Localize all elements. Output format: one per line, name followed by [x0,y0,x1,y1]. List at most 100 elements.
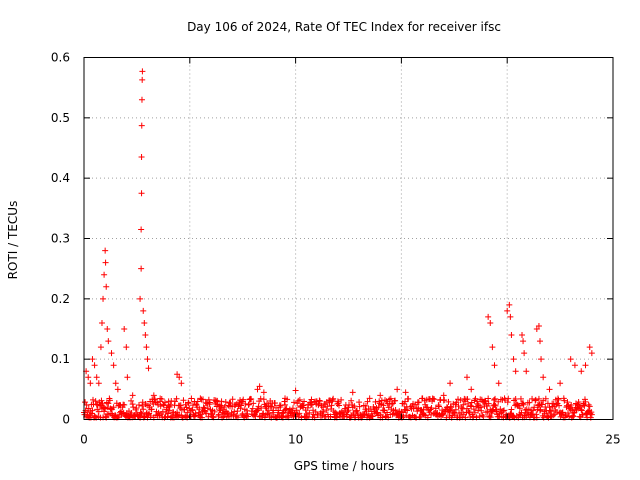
data-point [397,413,404,420]
data-point [380,402,387,409]
data-point [369,413,376,420]
data-point [532,396,539,403]
data-point [577,403,584,410]
data-point [100,295,107,302]
data-point [546,386,553,393]
data-point [553,401,560,408]
data-point [138,226,145,233]
data-point [582,362,589,369]
data-point [188,407,195,414]
data-point [92,398,99,405]
data-point [301,398,308,405]
data-point [206,399,213,406]
data-point [392,407,399,414]
data-point [245,401,252,408]
data-point [532,397,539,404]
data-point [557,380,564,387]
data-point [567,356,574,363]
data-point [260,389,267,396]
data-point [128,397,135,404]
data-point [176,374,183,381]
data-point [506,301,513,308]
data-point [306,409,313,416]
data-point [362,402,369,409]
chart-title: Day 106 of 2024, Rate Of TEC Index for r… [187,20,501,34]
data-point [334,401,341,408]
data-point [121,401,128,408]
y-axis-label: ROTI / TECUs [6,201,20,280]
data-point [307,401,314,408]
data-point [338,396,345,403]
data-point [491,362,498,369]
data-point [493,408,500,415]
data-point [205,396,212,403]
data-point [372,398,379,405]
data-point [471,409,478,416]
data-point [382,413,389,420]
data-point [467,402,474,409]
y-tick-label: 0.1 [51,352,70,366]
data-point [405,395,412,402]
data-point [161,399,168,406]
data-point [578,407,585,414]
data-point [508,332,515,339]
data-point [464,396,471,403]
data-point [387,395,394,402]
data-point [183,404,190,411]
data-point [97,344,104,351]
data-point [375,404,382,411]
data-point [292,387,299,394]
data-point [138,154,145,161]
data-point [520,338,527,345]
data-point [193,401,200,408]
data-point [427,406,434,413]
data-point [85,405,92,412]
data-point [328,402,335,409]
data-point [229,396,236,403]
data-point [85,374,92,381]
data-point [476,413,483,420]
data-point [345,407,352,414]
data-point [547,407,554,414]
data-point [121,326,128,332]
data-point [93,374,100,381]
data-point [218,398,225,405]
data-point [542,395,549,402]
data-point [588,409,595,416]
data-point [279,410,286,417]
data-point [259,413,266,420]
data-point [254,407,261,414]
data-point [523,368,530,375]
data-point [581,402,588,409]
data-point [557,413,564,420]
data-point [588,411,595,418]
data-point [104,326,111,332]
data-point [538,356,545,363]
data-point [493,406,500,413]
data-point [95,380,102,387]
data-point [432,405,439,412]
x-tick-label: 5 [186,433,194,447]
data-point [293,407,300,414]
data-point [529,395,536,402]
x-tick-label: 0 [80,433,88,447]
data-point [435,402,442,409]
data-point [564,399,571,406]
data-point [203,410,210,417]
data-point [504,399,511,406]
data-point [555,396,562,403]
data-point [95,408,102,415]
data-point [102,247,109,254]
data-point [546,404,553,411]
data-point [106,397,113,404]
data-point [415,399,422,406]
data-point [87,380,94,387]
data-point [102,259,109,266]
data-point [308,396,315,403]
data-point [526,399,533,406]
data-point [138,122,145,129]
data-point [151,396,158,403]
data-point [327,413,334,420]
data-point [130,404,137,411]
